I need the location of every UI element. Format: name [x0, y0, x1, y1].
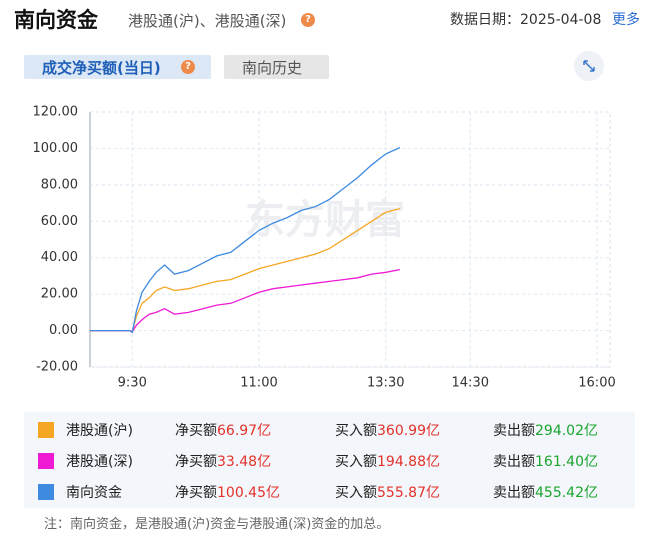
y-tick-label: 20.00 — [41, 287, 78, 302]
summary-value: 555.87亿 — [377, 485, 440, 501]
summary-label: 卖出额 — [493, 454, 535, 470]
legend-swatch — [38, 422, 54, 438]
summary-item: 卖出额161.40亿 — [493, 451, 598, 471]
help-icon[interactable]: ? — [301, 13, 315, 27]
date: 数据日期：2025-04-08 — [450, 9, 601, 29]
watermark: 东方财富 — [245, 197, 405, 243]
series-line — [90, 268, 400, 333]
tab-help[interactable]: ? — [181, 60, 195, 74]
summary-value: 194.88亿 — [377, 454, 440, 470]
summary-label: 卖出额 — [493, 485, 535, 501]
summary-item: 买入额360.99亿 — [335, 420, 440, 440]
tab[interactable]: 南向历史 — [224, 55, 329, 79]
summary-value: 294.02亿 — [535, 423, 598, 439]
legend-name: 港股通(深) — [66, 454, 133, 470]
summary-value: 455.42亿 — [535, 485, 598, 501]
summary-item: 买入额555.87亿 — [335, 482, 440, 502]
chart: 东方财富 120.00 100.00 80.00 60.00 40.00 20.00 0.0… — [33, 105, 616, 391]
series-line — [90, 147, 401, 334]
y-tick-label: 120.00 — [33, 105, 79, 120]
date-value: 2025-04-08 — [520, 12, 602, 28]
more-link[interactable]: 更多 — [612, 12, 640, 28]
x-tick-label: 16:00 — [578, 376, 615, 391]
legend-swatch — [38, 484, 54, 500]
summary-label: 净买额 — [175, 454, 217, 470]
expand-icon — [583, 60, 595, 72]
summary-row: 南向资金 净买额100.45亿 买入额555.87亿 卖出额455.42亿 — [24, 476, 635, 507]
x-tick-label: 11:00 — [240, 376, 277, 391]
summary-row: 港股通(深) 净买额33.48亿 买入额194.88亿 卖出额161.40亿 — [24, 445, 635, 476]
summary-item: 卖出额455.42亿 — [493, 482, 598, 502]
date-label: 数据日期： — [450, 12, 520, 28]
y-tick-label: 40.00 — [41, 250, 78, 265]
summary-value: 33.48亿 — [217, 454, 272, 470]
tab-active[interactable]: 成交净买额(当日) ? — [24, 55, 211, 79]
y-tick-label: 60.00 — [41, 214, 78, 229]
subtitle: 港股通(沪)、港股通(深) — [128, 12, 287, 30]
summary-item: 净买额100.45亿 — [175, 482, 280, 502]
y-tick-label: -20.00 — [36, 360, 78, 375]
summary-value: 66.97亿 — [217, 423, 272, 439]
y-tick-label: 100.00 — [33, 141, 79, 156]
summary-item: 买入额194.88亿 — [335, 451, 440, 471]
summary-label: 净买额 — [175, 423, 217, 439]
expand-button[interactable] — [574, 51, 604, 81]
x-tick-label: 13:30 — [367, 376, 404, 391]
summary-value: 100.45亿 — [217, 485, 280, 501]
summary-panel: 港股通(沪) 净买额66.97亿 买入额360.99亿 卖出额294.02亿 港股通(深… — [24, 412, 635, 508]
legend-name: 南向资金 — [66, 485, 122, 501]
tab-label: 成交净买额(当日) — [42, 59, 161, 77]
legend-swatch — [38, 453, 54, 469]
summary-label: 净买额 — [175, 485, 217, 501]
summary-label: 买入额 — [335, 485, 377, 501]
summary-item: 净买额33.48亿 — [175, 451, 271, 471]
summary-label: 买入额 — [335, 423, 377, 439]
legend-name: 港股通(沪) — [66, 423, 133, 439]
series-line — [90, 207, 400, 333]
x-tick-label: 14:30 — [452, 376, 489, 391]
y-tick-label: 0.00 — [49, 323, 78, 338]
summary-item: 净买额66.97亿 — [175, 420, 271, 440]
summary-value: 161.40亿 — [535, 454, 598, 470]
summary-label: 买入额 — [335, 454, 377, 470]
summary-row: 港股通(沪) 净买额66.97亿 买入额360.99亿 卖出额294.02亿 — [24, 414, 635, 445]
x-tick-label: 9:30 — [118, 376, 147, 391]
summary-label: 卖出额 — [493, 423, 535, 439]
y-tick-label: 80.00 — [41, 177, 78, 192]
note: 注：南向资金，是港股通(沪)资金与港股通(深)资金的加总。 — [44, 517, 390, 532]
tab-label: 南向历史 — [242, 59, 303, 77]
summary-value: 360.99亿 — [377, 423, 440, 439]
title: 南向资金 — [14, 8, 98, 32]
summary-item: 卖出额294.02亿 — [493, 420, 598, 440]
